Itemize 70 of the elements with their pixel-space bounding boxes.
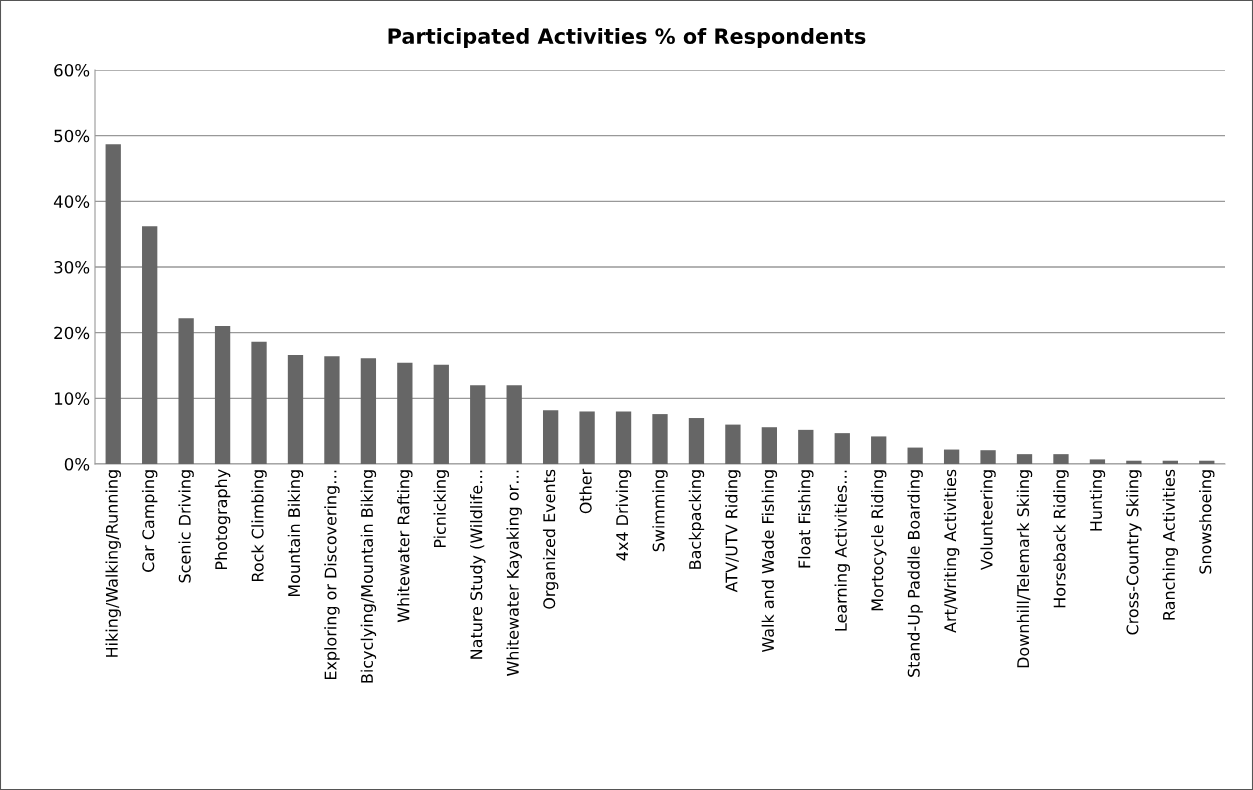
x-tick-label: Car Camping — [141, 470, 158, 572]
y-tick-label: 10% — [54, 392, 90, 405]
bar — [688, 418, 705, 464]
bar — [943, 449, 960, 464]
bar — [142, 226, 158, 464]
x-tick-label: Whitewater Kayaking or… — [506, 470, 522, 676]
x-tick-label: Mountain Biking — [287, 470, 304, 597]
x-tick-label: 4x4 Driving — [615, 470, 632, 561]
bar — [1199, 460, 1215, 464]
bar — [251, 341, 267, 464]
bar — [470, 385, 486, 464]
bar — [1016, 454, 1033, 464]
x-tick-label: Whitewater Rafting — [397, 470, 413, 623]
bar — [652, 414, 668, 464]
y-tick-label: 60% — [54, 63, 90, 77]
bar — [324, 356, 340, 464]
bar — [871, 436, 887, 464]
y-tick-label: 30% — [54, 260, 90, 274]
bar — [105, 144, 121, 464]
y-tick-label: 40% — [53, 195, 90, 208]
x-tick-label: Picnicking — [433, 470, 450, 548]
bar — [761, 427, 778, 464]
x-tick-label: Swimming — [652, 470, 668, 552]
bar — [506, 385, 522, 464]
bar — [834, 433, 850, 464]
x-tick-label: Mortocycle Riding — [870, 470, 887, 611]
x-tick-label: Other — [579, 468, 592, 514]
bar — [397, 362, 413, 464]
x-tick-label: Float Fishing — [798, 470, 814, 568]
y-tick-label: 0% — [64, 457, 90, 471]
bar — [615, 411, 632, 464]
bar — [360, 358, 377, 464]
bar — [725, 424, 741, 464]
x-tick-label: Rock Climbing — [251, 470, 267, 581]
x-tick-label: Photography — [214, 469, 231, 570]
bar — [907, 447, 923, 464]
x-tick-label: Volunteering — [980, 470, 996, 571]
x-tick-label: ATV/UTV Riding — [725, 470, 741, 593]
bar — [980, 450, 996, 464]
bar — [1162, 460, 1178, 464]
bar — [579, 411, 595, 464]
x-tick-label: Horseback Riding — [1053, 470, 1069, 608]
x-tick-label: Cross-Country Skiing — [1126, 470, 1142, 635]
bar — [433, 364, 449, 464]
x-tick-label: Exploring or Discovering… — [324, 470, 340, 680]
bar — [178, 318, 194, 464]
bar — [798, 429, 814, 464]
x-tick-label: Organized Events — [542, 469, 559, 609]
chart-title: Participated Activities % of Respondents — [388, 27, 866, 49]
x-tick-label: Snowshoeing — [1199, 470, 1215, 574]
bar — [287, 354, 304, 464]
x-tick-label: Scenic Driving — [178, 470, 194, 583]
x-tick-label: Hiking/Walking/Running — [105, 470, 121, 657]
x-tick-label: Downhill/Telemark Skiing — [1016, 470, 1033, 668]
x-tick-label: Nature Study (Wildlife… — [470, 470, 486, 659]
y-tick-label: 50% — [54, 129, 90, 143]
bar — [1089, 459, 1106, 464]
y-tick-label: 20% — [54, 326, 90, 340]
bar — [1053, 454, 1069, 464]
bar — [214, 326, 231, 464]
x-tick-label: Ranching Activities — [1162, 469, 1179, 620]
x-tick-label: Stand-Up Paddle Boarding — [907, 470, 923, 677]
x-tick-label: Art/Writing Activities — [943, 469, 960, 633]
x-tick-label: Walk and Wade Fishing — [761, 470, 778, 652]
bar — [542, 410, 559, 464]
x-tick-label: Bicyclying/Mountain Biking — [360, 470, 377, 683]
x-tick-label: Backpacking — [688, 470, 705, 569]
bar — [1126, 460, 1142, 464]
x-tick-label: Hunting — [1089, 470, 1106, 531]
x-tick-label: Learning Activities… — [834, 470, 850, 631]
